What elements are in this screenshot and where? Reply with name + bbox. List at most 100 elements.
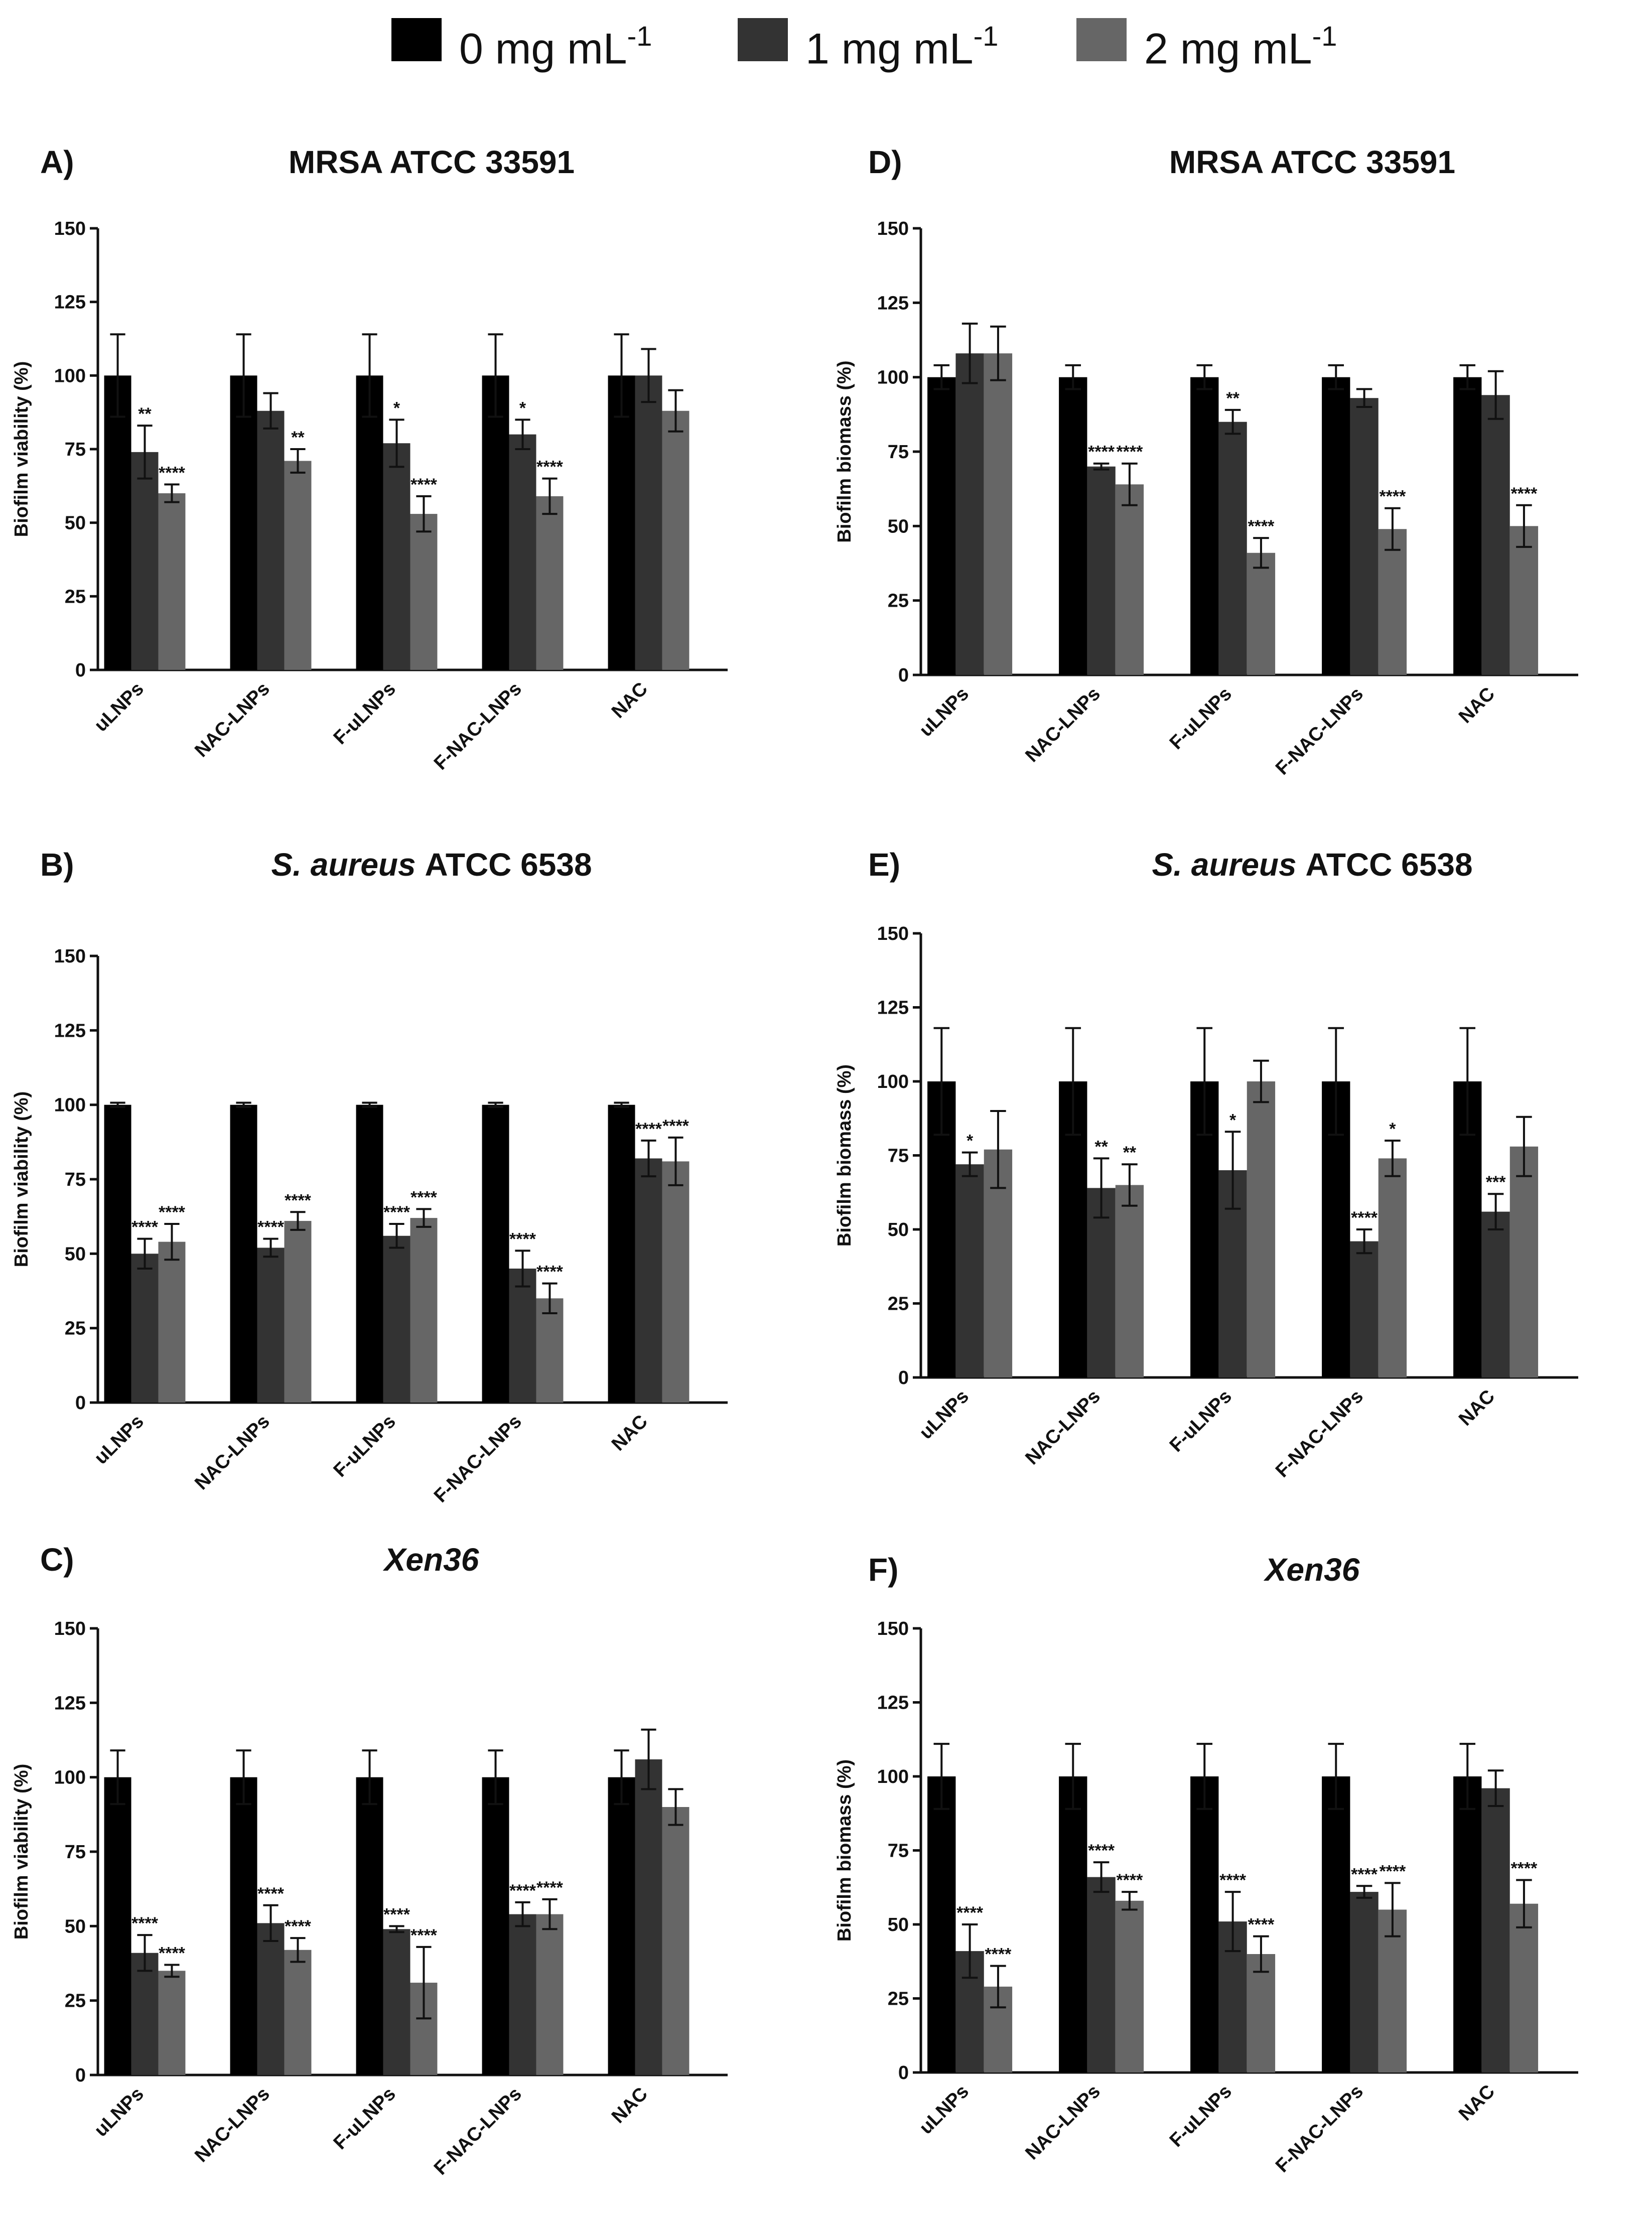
significance-label: ****: [159, 463, 186, 482]
significance-label: ****: [1116, 443, 1143, 462]
panel-label: D): [868, 144, 902, 180]
bar-ulnps-s1: [131, 1953, 159, 2075]
significance-label: **: [1226, 389, 1240, 408]
significance-label: ****: [159, 1203, 186, 1222]
bar-nac-s0: [608, 1104, 635, 1403]
significance-label: **: [1123, 1143, 1137, 1162]
chart-panel-d: D) MRSA ATCC 33591 Biofilm biomass (%) 0 25 5…: [834, 144, 1578, 779]
chart-title-italic: S. aureus: [271, 847, 425, 883]
y-tick-label: 50: [888, 1914, 909, 1935]
significance-label: ***: [1486, 1173, 1506, 1192]
significance-label: *: [967, 1132, 974, 1151]
chart-panel-b: B) S. aureus ATCC 6538 Biofilm viability (…: [11, 847, 728, 1507]
x-tick-label: F-NAC-LNPs: [1272, 1386, 1367, 1482]
bar-nac-s1: [635, 1158, 662, 1403]
significance-label: **: [291, 428, 305, 447]
bar-nac-s1: [635, 1759, 662, 2075]
bar-f-ulnps-s1: [383, 443, 410, 670]
y-tick-label: 25: [65, 1991, 86, 2012]
significance-label: ****: [383, 1203, 410, 1222]
x-tick-label: F-uLNPs: [330, 2084, 400, 2154]
bar-ulnps-s2: [158, 1241, 186, 1403]
bar-nac-s0: [1453, 1776, 1482, 2072]
chart-panel-a: A) MRSA ATCC 33591 Biofilm viability (%) 0 2…: [11, 144, 728, 774]
y-tick-label: 125: [877, 998, 909, 1019]
y-tick-label: 75: [65, 1169, 86, 1190]
significance-label: *: [1389, 1120, 1396, 1139]
significance-label: **: [1094, 1137, 1108, 1156]
significance-label: ****: [985, 1945, 1012, 1964]
significance-label: ****: [285, 1917, 312, 1936]
significance-label: ****: [536, 458, 564, 477]
x-tick-label: uLNPs: [90, 1411, 148, 1469]
significance-label: ****: [509, 1881, 536, 1900]
significance-label: ****: [159, 1944, 186, 1963]
bar-nac-lnps-s1: [1087, 466, 1116, 675]
bar-nac-lnps-s2: [1115, 484, 1144, 675]
x-tick-label: F-NAC-LNPs: [430, 678, 526, 774]
y-tick-label: 125: [877, 293, 909, 314]
y-tick-label: 100: [877, 1766, 909, 1787]
bar-nac-s2: [662, 410, 690, 670]
significance-label: ****: [1088, 443, 1115, 462]
panel-label: E): [868, 847, 900, 883]
bar-f-nac-lnps-s1: [509, 1269, 536, 1403]
legend-label-2mg: 2 mg mL-1: [1144, 20, 1337, 73]
y-tick-label: 50: [888, 1219, 909, 1240]
x-tick-label: F-NAC-LNPs: [430, 1411, 526, 1507]
bar-nac-s1: [1481, 1211, 1510, 1377]
y-tick-label: 0: [898, 2062, 909, 2084]
bar-nac-s2: [662, 1161, 690, 1403]
bar-ulnps-s1: [131, 1254, 159, 1403]
significance-label: ****: [410, 475, 438, 494]
x-tick-label: uLNPs: [90, 678, 148, 736]
bar-ulnps-s2: [984, 353, 1013, 675]
significance-label: ****: [1219, 1871, 1247, 1890]
chart-title-text: MRSA ATCC 33591: [289, 144, 575, 180]
bar-nac-s1: [1481, 1788, 1510, 2072]
significance-label: ****: [131, 1914, 159, 1933]
panel-label: F): [868, 1552, 898, 1588]
chart-panel-f: F) Xen36 Biofilm biomass (%) 0 25 50 75 100 125 1…: [834, 1552, 1578, 2177]
y-tick-label: 50: [65, 1243, 86, 1265]
bar-nac-lnps-s2: [284, 1950, 312, 2075]
legend-label-0mg: 0 mg mL-1: [459, 20, 652, 73]
bar-ulnps-s0: [104, 1777, 131, 2075]
significance-label: ****: [509, 1229, 536, 1249]
significance-label: ****: [410, 1926, 438, 1945]
bar-nac-s2: [1509, 1146, 1539, 1377]
bar-nac-s2: [1509, 526, 1539, 675]
chart-title: MRSA ATCC 33591: [1169, 144, 1455, 180]
bar-f-ulnps-s0: [1190, 1776, 1219, 2072]
y-tick-label: 0: [75, 1393, 86, 1414]
significance-label: ****: [1116, 1871, 1143, 1890]
y-tick-label: 150: [54, 218, 86, 239]
bar-f-ulnps-s0: [1190, 377, 1219, 675]
x-tick-label: NAC: [1455, 683, 1499, 728]
bar-nac-lnps-s1: [257, 1247, 285, 1403]
bar-f-nac-lnps-s0: [482, 375, 509, 670]
bar-f-nac-lnps-s2: [536, 496, 564, 670]
bar-nac-lnps-s0: [230, 375, 257, 670]
x-tick-label: NAC-LNPs: [1021, 2081, 1105, 2164]
significance-label: ****: [257, 1218, 285, 1237]
x-tick-label: F-NAC-LNPs: [1272, 683, 1367, 779]
y-tick-label: 0: [898, 665, 909, 686]
bar-f-nac-lnps-s1: [1350, 398, 1379, 675]
y-tick-label: 25: [888, 591, 909, 612]
x-tick-label: F-NAC-LNPs: [430, 2084, 526, 2179]
y-tick-label: 50: [65, 513, 86, 534]
chart-title: Xen36: [1264, 1552, 1360, 1588]
y-tick-label: 125: [54, 292, 86, 313]
y-axis-label: Biofilm viability (%): [11, 1764, 32, 1939]
y-tick-label: 150: [54, 1618, 86, 1639]
legend: 0 mg mL-1 1 mg mL-1 2 mg mL-1: [0, 0, 1652, 80]
x-tick-label: NAC: [608, 2084, 652, 2128]
y-tick-label: 25: [888, 1294, 909, 1315]
significance-label: ****: [1510, 1859, 1538, 1878]
y-tick-label: 150: [877, 218, 909, 239]
x-tick-label: NAC-LNPs: [1021, 683, 1105, 767]
significance-label: ****: [1379, 1862, 1406, 1881]
y-tick-label: 25: [888, 1989, 909, 2010]
y-tick-label: 100: [877, 367, 909, 388]
